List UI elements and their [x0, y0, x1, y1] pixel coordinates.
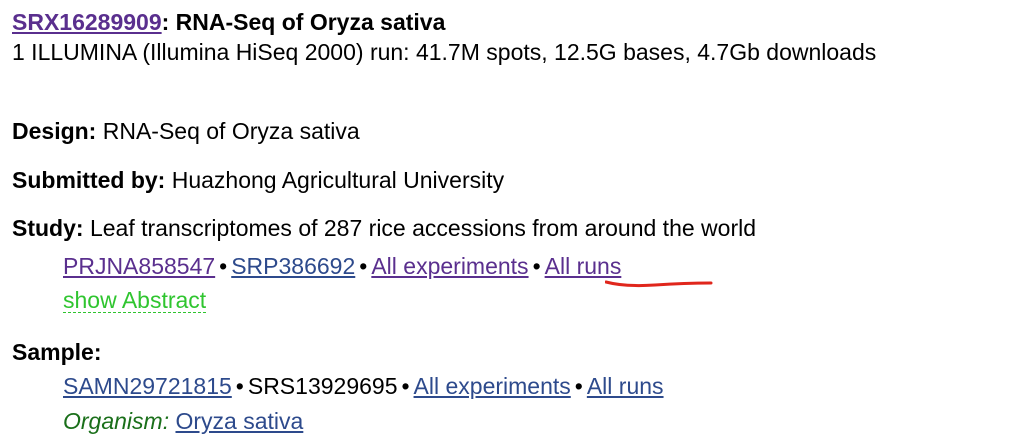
submitted-label: Submitted by:: [12, 167, 166, 193]
submitted-value: Huazhong Agricultural University: [165, 167, 505, 193]
abstract-toggle-row: show Abstract: [63, 286, 207, 314]
study-value: Leaf transcriptomes of 287 rice accessio…: [83, 215, 756, 241]
sample-all-runs-link[interactable]: All runs: [586, 373, 664, 399]
experiment-accession-link[interactable]: SRX16289909: [12, 9, 162, 35]
study-row: Study: Leaf transcriptomes of 287 rice a…: [12, 214, 756, 242]
study-links: PRJNA858547 • SRP386692 • All experiments • Al…: [63, 252, 621, 280]
design-row: Design: RNA-Seq of Oryza sativa: [12, 117, 360, 145]
bioproject-link[interactable]: PRJNA858547: [63, 253, 216, 279]
separator: •: [532, 253, 541, 279]
sample-all-experiments-link[interactable]: All experiments: [413, 373, 571, 399]
separator: •: [219, 253, 228, 279]
sample-label: Sample:: [12, 339, 102, 365]
record-title-text: : RNA-Seq of Oryza sativa: [161, 9, 446, 35]
record-title: SRX16289909: RNA-Seq of Oryza sativa: [12, 8, 1032, 36]
biosample-link[interactable]: SAMN29721815: [63, 373, 232, 399]
sample-row: Sample:: [12, 338, 101, 366]
separator: •: [359, 253, 368, 279]
separator: •: [235, 373, 244, 399]
study-all-experiments-link[interactable]: All experiments: [371, 253, 529, 279]
organism-row: Organism: Oryza sativa: [63, 407, 303, 435]
experiment-record: SRX16289909: RNA-Seq of Oryza sativa 1 I…: [12, 8, 1032, 434]
sample-links: SAMN29721815 • SRS13929695 • All experiments…: [63, 372, 664, 400]
organism-link[interactable]: Oryza sativa: [175, 408, 304, 434]
separator: •: [401, 373, 410, 399]
design-label: Design:: [12, 118, 97, 144]
show-abstract-toggle[interactable]: show Abstract: [63, 287, 207, 313]
separator: •: [574, 373, 583, 399]
study-label: Study:: [12, 215, 84, 241]
srs-accession: SRS13929695: [247, 373, 398, 399]
annotation-underline-mark: [605, 280, 713, 288]
run-summary: 1 ILLUMINA (Illumina HiSeq 2000) run: 41…: [12, 39, 877, 65]
srp-link[interactable]: SRP386692: [231, 253, 356, 279]
submitted-row: Submitted by: Huazhong Agricultural Univ…: [12, 166, 504, 194]
organism-label: Organism:: [63, 408, 170, 434]
design-value: RNA-Seq of Oryza sativa: [96, 118, 360, 144]
study-all-runs-link[interactable]: All runs: [544, 253, 622, 279]
